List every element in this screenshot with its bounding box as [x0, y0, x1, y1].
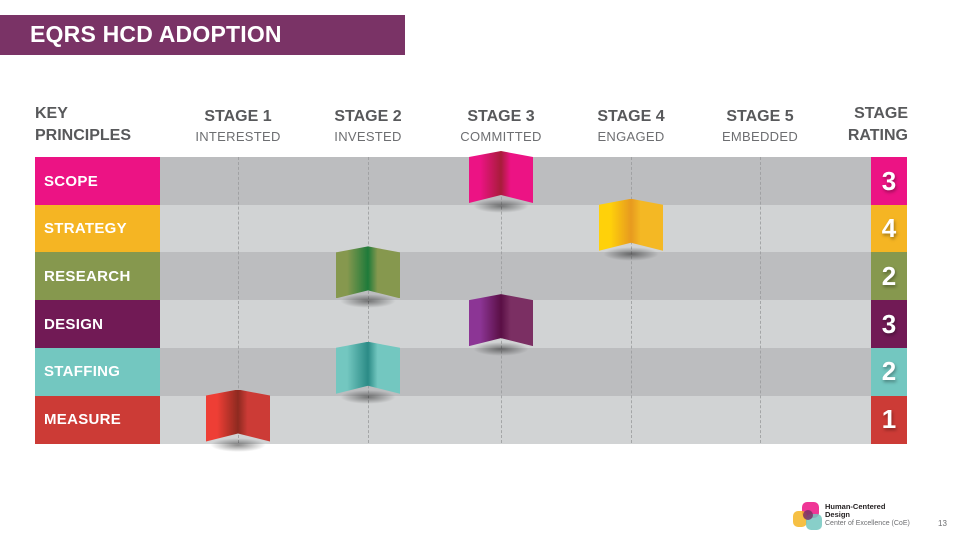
marker-right-panel: [501, 151, 533, 203]
marker-left-panel: [599, 198, 631, 251]
stage-rating-value: 3: [871, 157, 907, 205]
stage-divider-line: [238, 157, 239, 443]
page-number: 13: [938, 519, 947, 528]
stage-label: STAGE 3: [467, 108, 535, 125]
stage-rating-value: 1: [871, 395, 907, 444]
stage-rating-line1: STAGE: [854, 105, 908, 122]
logo-line1: Human-Centered: [825, 502, 886, 511]
stage-label: STAGE 5: [726, 108, 794, 125]
key-principles-line2: PRINCIPLES: [35, 127, 132, 144]
marker-left-panel: [206, 389, 238, 442]
principle-label: MEASURE: [35, 395, 160, 444]
stage-marker-strategy: [599, 198, 663, 261]
marker-left-panel: [336, 341, 368, 394]
page-title: EQRS HCD ADOPTION: [30, 21, 282, 47]
stage-description: INTERESTED: [195, 129, 281, 144]
marker-shadow: [210, 437, 266, 452]
stage-band: [160, 347, 871, 396]
stage-header-1: STAGE 1 INTERESTED: [178, 107, 298, 147]
footer-logo-text: Human-Centered Design Center of Excellen…: [825, 503, 910, 528]
marker-shadow: [603, 246, 659, 261]
marker-shadow: [340, 389, 396, 404]
stage-header-2: STAGE 2 INVESTED: [308, 107, 428, 147]
stage-header-5: STAGE 5 EMBEDDED: [700, 107, 820, 147]
principle-label: DESIGN: [35, 300, 160, 349]
logo-line3: Center of Excellence (CoE): [825, 520, 910, 527]
stage-label: STAGE 2: [334, 108, 402, 125]
marker-shadow: [473, 342, 529, 357]
stage-marker-research: [336, 246, 400, 309]
stage-description: EMBEDDED: [721, 129, 799, 144]
marker-right-panel: [631, 198, 663, 251]
stage-header-4: STAGE 4 ENGAGED: [571, 107, 691, 147]
title-banner: EQRS HCD ADOPTION: [0, 15, 405, 55]
stage-rating-value: 2: [871, 252, 907, 301]
stage-label: STAGE 4: [597, 108, 665, 125]
stage-label: STAGE 1: [204, 108, 272, 125]
stage-band: [160, 395, 871, 444]
marker-shadow: [473, 199, 529, 213]
marker-right-panel: [368, 341, 400, 394]
marker-right-panel: [368, 246, 400, 299]
key-principles-header: KEY PRINCIPLES: [35, 103, 131, 147]
stage-rating-header: STAGE RATING: [848, 103, 908, 147]
stage-rating-value: 2: [871, 347, 907, 396]
marker-right-panel: [501, 294, 533, 347]
stage-description: ENGAGED: [597, 129, 665, 144]
stage-description: INVESTED: [334, 129, 402, 144]
stage-rating-value: 4: [871, 204, 907, 253]
stage-band: [160, 252, 871, 301]
stage-band: [160, 204, 871, 253]
marker-shadow: [340, 294, 396, 309]
stage-marker-design: [469, 294, 533, 357]
principle-row-research: RESEARCH 2: [35, 252, 907, 301]
marker-left-panel: [469, 151, 501, 203]
key-principles-line1: KEY: [35, 105, 68, 122]
stage-marker-staffing: [336, 341, 400, 404]
principle-row-measure: MEASURE 1: [35, 395, 907, 444]
stage-divider-line: [368, 157, 369, 443]
stage-rating-line2: RATING: [847, 127, 908, 144]
principle-label: STAFFING: [35, 347, 160, 396]
marker-right-panel: [238, 389, 270, 442]
principle-row-strategy: STRATEGY 4: [35, 204, 907, 253]
principle-label: SCOPE: [35, 157, 160, 205]
principle-label: RESEARCH: [35, 252, 160, 301]
hcd-coe-logo-icon: [793, 502, 823, 532]
stage-divider-line: [631, 157, 632, 443]
stage-header-3: STAGE 3 COMMITTED: [441, 107, 561, 147]
stage-description: COMMITTED: [460, 129, 542, 144]
logo-line2: Design: [825, 510, 851, 519]
principle-row-staffing: STAFFING 2: [35, 347, 907, 396]
stage-marker-measure: [206, 389, 270, 452]
marker-left-panel: [469, 294, 501, 347]
marker-left-panel: [336, 246, 368, 299]
stage-marker-scope: [469, 151, 533, 213]
stage-rating-value: 3: [871, 300, 907, 349]
principle-label: STRATEGY: [35, 204, 160, 253]
stage-divider-line: [760, 157, 761, 443]
